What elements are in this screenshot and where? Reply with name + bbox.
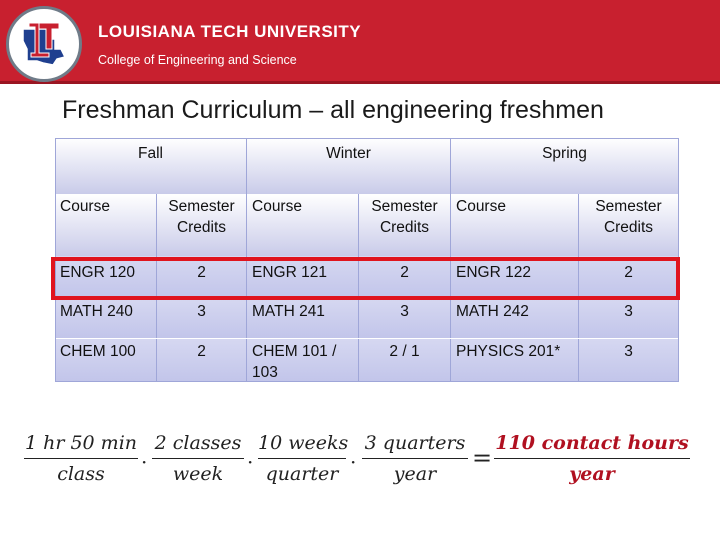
numerator: 10 weeks: [258, 432, 349, 454]
col-header-credits: Semester Credits: [359, 194, 451, 256]
credits-label-line1: Semester: [595, 198, 662, 215]
table-cell: 2 / 1: [359, 338, 451, 382]
numerator: 1 hr 50 min: [24, 432, 138, 454]
equals-sign: =: [472, 444, 493, 472]
col-header-course: Course: [247, 194, 359, 256]
row-divider: [55, 338, 679, 339]
curriculum-table: Fall Winter Spring Course Semester Credi…: [55, 138, 679, 382]
denominator: class: [57, 463, 105, 485]
table-cell: 2: [157, 256, 247, 298]
multiply-dot: ·: [141, 450, 148, 474]
table-cell: CHEM 100: [55, 338, 157, 382]
col-header-course: Course: [451, 194, 579, 256]
table-cell: 2: [359, 256, 451, 298]
table-cell: 3: [157, 298, 247, 338]
result-numerator: 110 contact hours: [495, 432, 689, 454]
header-banner: LOUISIANA TECH UNIVERSITY College of Eng…: [0, 0, 720, 84]
college-name: College of Engineering and Science: [98, 53, 297, 67]
col-header-credits: Semester Credits: [157, 194, 247, 256]
fraction-bar: [494, 458, 690, 459]
table-cell: ENGR 121: [247, 256, 359, 298]
credits-label-line2: Credits: [176, 219, 227, 236]
multiply-dot: ·: [247, 450, 254, 474]
table-cell: 2: [157, 338, 247, 382]
fraction-bar: [258, 458, 346, 459]
table-cell: ENGR 120: [55, 256, 157, 298]
denominator: week: [172, 463, 224, 485]
fraction-bar: [362, 458, 468, 459]
col-header-course: Course: [55, 194, 157, 256]
table-cell: MATH 240: [55, 298, 157, 338]
fraction-time-per-class: 1 hr 50 min class: [24, 428, 138, 489]
credits-label-line2: Credits: [603, 219, 654, 236]
credits-label-line1: Semester: [371, 198, 438, 215]
university-logo[interactable]: [6, 6, 82, 82]
table-cell: ENGR 122: [451, 256, 579, 298]
fraction-bar: [152, 458, 244, 459]
credits-label-line2: Credits: [379, 219, 430, 236]
course-line2: 103: [252, 364, 278, 381]
table-cell: 2: [579, 256, 679, 298]
table-cell: PHYSICS 201*: [451, 338, 579, 382]
table-cell: MATH 242: [451, 298, 579, 338]
course-line1: CHEM 101 /: [252, 343, 337, 360]
table-cell: 3: [359, 298, 451, 338]
term-header-winter: Winter: [247, 138, 451, 194]
multiply-dot: ·: [350, 450, 357, 474]
table-cell: MATH 241: [247, 298, 359, 338]
fraction-weeks-per-quarter: 10 weeks quarter: [258, 428, 349, 489]
numerator: 2 classes: [154, 432, 242, 454]
fraction-bar: [24, 458, 138, 459]
university-name: LOUISIANA TECH UNIVERSITY: [98, 22, 362, 41]
louisiana-state-icon: [22, 22, 67, 66]
table-cell: CHEM 101 / 103: [247, 338, 359, 382]
denominator: year: [393, 463, 437, 485]
contact-hours-equation: 1 hr 50 min class · 2 classes week · 10 …: [24, 428, 704, 492]
credits-label-line1: Semester: [168, 198, 235, 215]
fraction-result: 110 contact hours year: [494, 428, 690, 489]
table-cell: 3: [579, 338, 679, 382]
page-title: Freshman Curriculum – all engineering fr…: [62, 96, 604, 124]
denominator: quarter: [265, 463, 339, 485]
table-border: [55, 138, 679, 382]
term-header-spring: Spring: [451, 138, 679, 194]
fraction-classes-per-week: 2 classes week: [152, 428, 244, 489]
result-denominator: year: [569, 463, 615, 485]
numerator: 3 quarters: [364, 432, 466, 454]
fraction-quarters-per-year: 3 quarters year: [362, 428, 468, 489]
col-header-credits: Semester Credits: [579, 194, 679, 256]
term-header-fall: Fall: [55, 138, 247, 194]
